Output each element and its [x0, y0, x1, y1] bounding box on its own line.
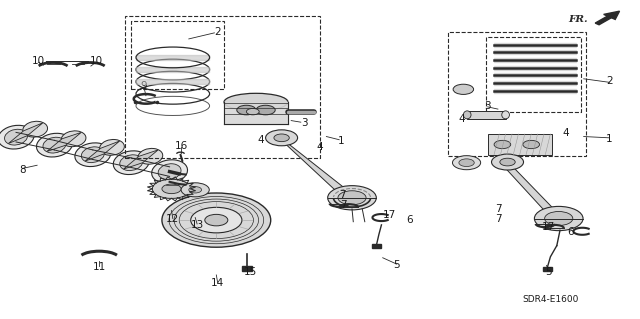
Circle shape: [452, 156, 481, 170]
Circle shape: [338, 191, 366, 205]
Polygon shape: [47, 132, 81, 152]
Circle shape: [534, 206, 583, 231]
Text: 2: 2: [606, 76, 612, 86]
Text: 14: 14: [211, 278, 224, 288]
Text: 5: 5: [545, 267, 552, 277]
Text: 10: 10: [90, 56, 102, 66]
Ellipse shape: [4, 129, 28, 145]
Text: 9: 9: [141, 81, 147, 91]
Text: 3: 3: [301, 118, 308, 128]
Polygon shape: [85, 141, 120, 161]
Circle shape: [453, 84, 474, 94]
Text: 11: 11: [93, 262, 106, 272]
Ellipse shape: [463, 111, 471, 119]
Text: 13: 13: [191, 220, 204, 230]
Ellipse shape: [0, 125, 34, 149]
Text: 12: 12: [166, 214, 179, 225]
Text: 2: 2: [214, 27, 221, 37]
Circle shape: [152, 179, 191, 198]
Circle shape: [523, 140, 540, 149]
Bar: [448, 32, 586, 156]
Circle shape: [459, 159, 474, 167]
Circle shape: [191, 207, 242, 233]
Text: 6: 6: [406, 215, 413, 225]
Text: 4: 4: [257, 135, 264, 145]
Ellipse shape: [152, 160, 188, 183]
Circle shape: [545, 211, 573, 226]
Circle shape: [492, 154, 524, 170]
Text: 7: 7: [340, 200, 347, 210]
Bar: [131, 21, 224, 89]
Polygon shape: [124, 150, 158, 169]
Ellipse shape: [36, 133, 72, 157]
Ellipse shape: [120, 155, 143, 171]
Text: 4: 4: [317, 142, 323, 152]
Text: SDR4-E1600: SDR4-E1600: [522, 295, 579, 304]
Text: 17: 17: [383, 210, 396, 220]
Circle shape: [246, 108, 259, 115]
Bar: [372, 244, 381, 248]
Circle shape: [162, 193, 271, 247]
Bar: [467, 111, 506, 119]
Ellipse shape: [502, 111, 509, 119]
Circle shape: [266, 130, 298, 146]
Circle shape: [494, 140, 511, 149]
Bar: [486, 37, 581, 112]
Polygon shape: [282, 136, 357, 202]
Text: 15: 15: [244, 267, 257, 277]
Text: 16: 16: [175, 141, 188, 151]
Text: 8: 8: [19, 165, 26, 175]
Text: 7: 7: [495, 214, 502, 225]
Text: 4: 4: [563, 128, 569, 138]
Circle shape: [162, 184, 181, 194]
Bar: [242, 266, 252, 271]
Circle shape: [205, 214, 228, 226]
Text: 1: 1: [338, 136, 344, 146]
Text: 6: 6: [568, 227, 574, 237]
Polygon shape: [8, 123, 43, 144]
Ellipse shape: [138, 148, 163, 164]
Bar: [543, 267, 552, 271]
Text: 7: 7: [339, 189, 346, 200]
Bar: [488, 134, 552, 155]
Circle shape: [256, 105, 275, 115]
Bar: [125, 16, 320, 158]
Text: 7: 7: [495, 204, 502, 214]
Polygon shape: [507, 160, 564, 223]
Ellipse shape: [224, 93, 288, 111]
Text: 3: 3: [484, 101, 491, 111]
Text: 5: 5: [394, 260, 400, 271]
Circle shape: [328, 186, 376, 210]
Polygon shape: [595, 16, 611, 25]
Circle shape: [189, 187, 202, 193]
Polygon shape: [604, 11, 620, 19]
Circle shape: [274, 134, 289, 142]
Ellipse shape: [61, 131, 86, 147]
Text: 4: 4: [459, 114, 465, 124]
Ellipse shape: [81, 147, 104, 163]
Ellipse shape: [43, 137, 66, 153]
Circle shape: [237, 105, 256, 115]
Ellipse shape: [113, 151, 149, 174]
Text: FR.: FR.: [568, 15, 588, 24]
Ellipse shape: [23, 121, 47, 137]
Ellipse shape: [100, 139, 124, 155]
Ellipse shape: [75, 143, 111, 167]
Text: 17: 17: [542, 222, 555, 233]
Text: 1: 1: [606, 134, 612, 144]
Text: 10: 10: [32, 56, 45, 66]
Circle shape: [500, 158, 515, 166]
Ellipse shape: [158, 164, 181, 180]
Circle shape: [181, 183, 209, 197]
